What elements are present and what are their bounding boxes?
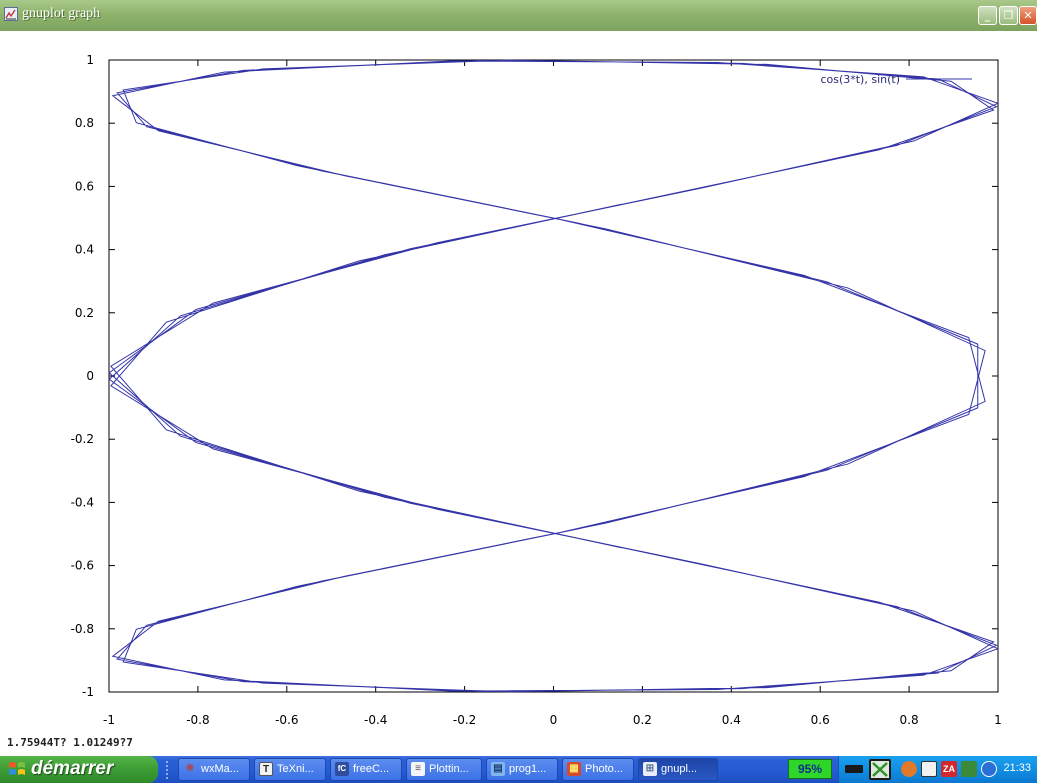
task-plotting[interactable]: ≡ Plottin... (406, 758, 482, 781)
task-label: wxMa... (201, 763, 239, 775)
y-tick-label: -0.2 (71, 432, 94, 446)
plot-canvas[interactable]: -1 -0.8 -0.6 -0.4 -0.2 0 0.2 0.4 0.6 0.8 1 -1-0.8-… (0, 31, 1037, 736)
y-tick-label: 0.4 (75, 243, 94, 257)
zonealarm-icon[interactable]: ZA (941, 761, 957, 777)
x-axis: -1 -0.8 -0.6 -0.4 -0.2 0 0.2 0.4 0.6 0.8 1 (103, 60, 1002, 727)
maximize-button[interactable]: ❐ (999, 6, 1018, 25)
close-button[interactable]: ✕ (1019, 6, 1037, 25)
x-tick-label: -0.8 (186, 713, 209, 727)
task-label: prog1... (509, 763, 547, 775)
x-tick-label: 0 (550, 713, 558, 727)
x-tick-label: -0.4 (364, 713, 387, 727)
gnuplot-app-icon[interactable] (4, 7, 18, 21)
y-tick-label: -0.4 (71, 495, 94, 509)
photo-icon: ▦ (567, 762, 581, 776)
mouse-coordinates-readout: 1.75944T? 1.01249?7 (7, 736, 133, 749)
y-axis: -1 -0.8 -0.6 -0.4 -0.2 0 0.2 0.4 0.6 0.8 1 (71, 53, 998, 699)
x-tick-label: 0.6 (811, 713, 830, 727)
task-texnic[interactable]: T TeXni... (254, 758, 326, 781)
task-prog1[interactable]: ▤ prog1... (486, 758, 558, 781)
task-wxmaxima[interactable]: ※ wxMa... (178, 758, 250, 781)
clock: 21:33 (1003, 762, 1031, 774)
task-gnuplot[interactable]: ⊞ gnupl... (638, 758, 718, 781)
freecommander-icon: fC (335, 762, 349, 776)
legend: cos(3*t), sin(t) (820, 73, 972, 86)
battery-indicator[interactable]: 95% (788, 759, 832, 779)
taskbar-grip[interactable] (166, 761, 172, 779)
task-label: TeXni... (277, 763, 314, 775)
safely-remove-icon[interactable] (921, 761, 937, 777)
x-tick-label: -0.2 (453, 713, 476, 727)
y-tick-label: 0.6 (75, 179, 94, 193)
x-tick-label: 1 (994, 713, 1002, 727)
x-tick-label: -0.6 (275, 713, 298, 727)
start-button[interactable]: démarrer (0, 756, 158, 783)
wxmaxima-icon: ※ (185, 763, 195, 774)
y-tick-label: -0.6 (71, 559, 94, 573)
system-tray: ZA 21:33 (838, 756, 1037, 783)
task-photo[interactable]: ▦ Photo... (562, 758, 634, 781)
window-titlebar[interactable]: gnuplot graph _ ❐ ✕ (0, 0, 1037, 31)
windows-logo-icon (9, 762, 25, 775)
texnic-icon: T (259, 762, 273, 776)
x-tick-label: -1 (103, 713, 115, 727)
document-icon: ≡ (411, 762, 425, 776)
start-label: démarrer (31, 758, 114, 779)
help-icon[interactable] (981, 761, 997, 777)
network-disconnected-icon[interactable] (869, 759, 891, 780)
task-label: Photo... (585, 763, 623, 775)
window-title: gnuplot graph (22, 6, 101, 21)
legend-label: cos(3*t), sin(t) (820, 73, 900, 86)
minimize-button[interactable]: _ (978, 6, 997, 25)
y-tick-label: -1 (82, 685, 94, 699)
x-tick-label: 0.2 (633, 713, 652, 727)
task-label: Plottin... (429, 763, 469, 775)
task-label: freeC... (353, 763, 390, 775)
notepad-icon: ▤ (491, 762, 505, 776)
back-arrow-icon[interactable] (901, 761, 917, 777)
task-label: gnupl... (661, 763, 698, 775)
series-line (108, 59, 1000, 693)
task-freecommander[interactable]: fC freeC... (330, 758, 402, 781)
y-tick-label: 0 (86, 369, 94, 383)
y-tick-label: 0.8 (75, 116, 94, 130)
x-tick-label: 0.4 (722, 713, 741, 727)
y-tick-label: -0.8 (71, 622, 94, 636)
monitor-icon[interactable] (961, 761, 977, 777)
x-tick-label: 0.8 (900, 713, 919, 727)
taskbar: démarrer ※ wxMa... T TeXni... fC freeC..… (0, 756, 1037, 783)
y-tick-label: 0.2 (75, 306, 94, 320)
power-plug-icon[interactable] (845, 765, 863, 773)
plot-border (108, 59, 999, 693)
gnuplot-icon: ⊞ (643, 762, 657, 776)
y-tick-label: 1 (86, 53, 94, 67)
